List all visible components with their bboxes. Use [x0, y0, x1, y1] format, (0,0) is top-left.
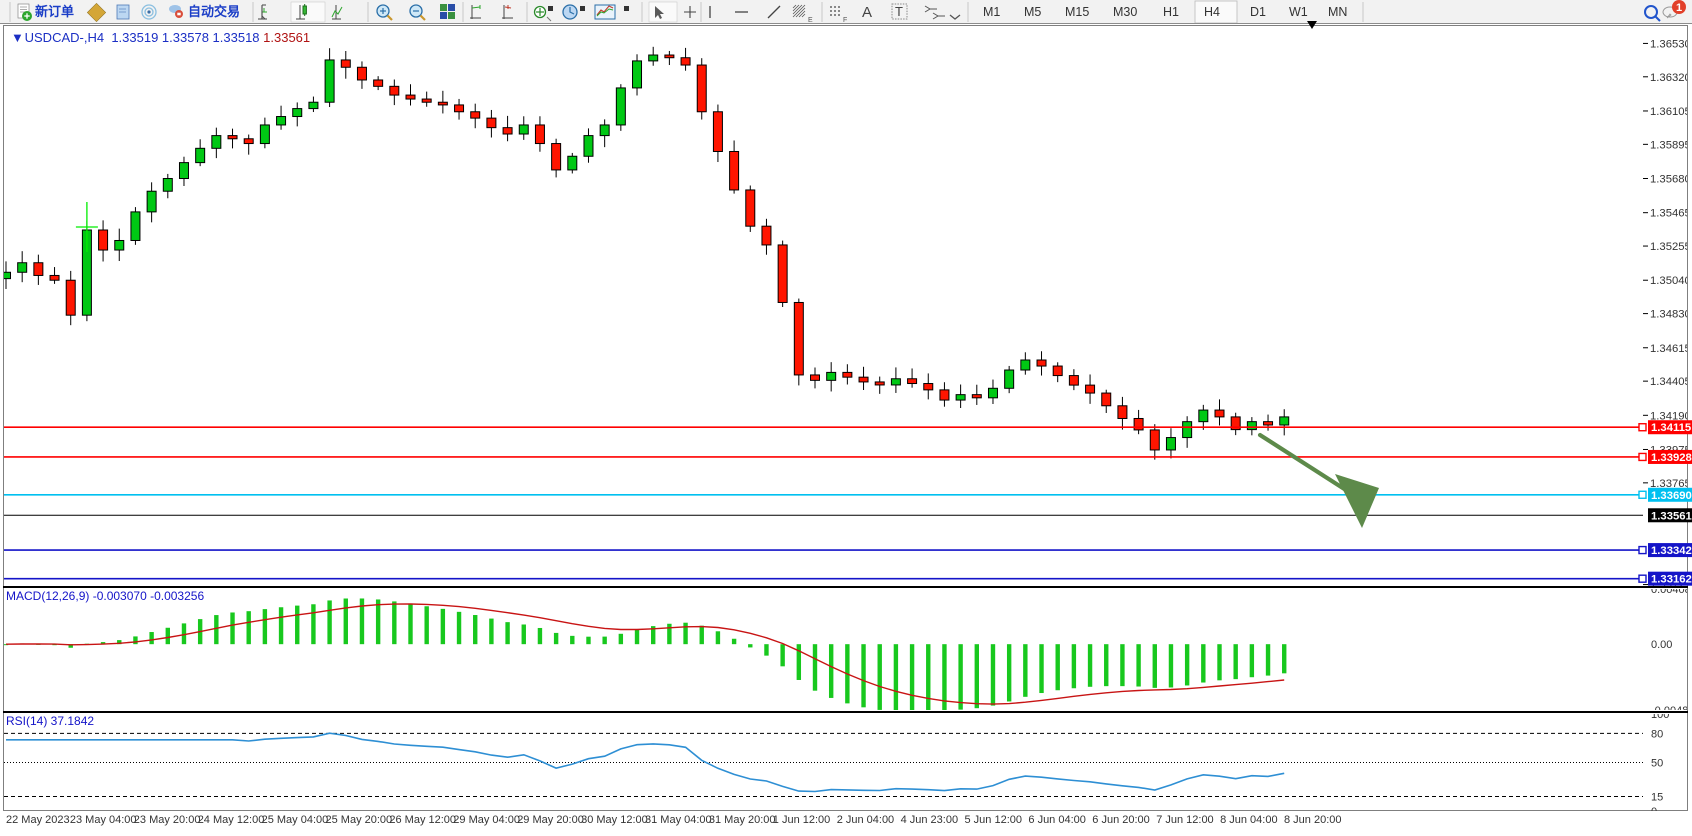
svg-text:1: 1 — [1676, 2, 1682, 14]
svg-text:M15: M15 — [1065, 5, 1089, 19]
svg-text:8 Jun 20:00: 8 Jun 20:00 — [1284, 814, 1342, 826]
svg-text:0: 0 — [1651, 806, 1657, 811]
svg-text:7 Jun 12:00: 7 Jun 12:00 — [1156, 814, 1214, 826]
svg-text:新订单: 新订单 — [35, 4, 74, 19]
svg-text:8 Jun 04:00: 8 Jun 04:00 — [1220, 814, 1278, 826]
svg-text:MN: MN — [1328, 5, 1347, 19]
svg-text:23 May 04:00: 23 May 04:00 — [70, 814, 137, 826]
svg-text:RSI(14) 37.1842: RSI(14) 37.1842 — [6, 714, 94, 728]
svg-text:1.33561: 1.33561 — [1651, 510, 1692, 522]
svg-text:-0.004872: -0.004872 — [1651, 705, 1687, 710]
svg-text:25 May 04:00: 25 May 04:00 — [262, 814, 329, 826]
svg-text:自动交易: 自动交易 — [188, 4, 240, 19]
svg-text:6 Jun 20:00: 6 Jun 20:00 — [1092, 814, 1150, 826]
svg-text:15: 15 — [1651, 791, 1663, 803]
svg-text:30 May 12:00: 30 May 12:00 — [581, 814, 648, 826]
svg-text:M30: M30 — [1113, 5, 1137, 19]
svg-text:0.004084: 0.004084 — [1651, 589, 1687, 596]
svg-text:4 Jun 23:00: 4 Jun 23:00 — [901, 814, 959, 826]
svg-text:100: 100 — [1651, 714, 1669, 721]
svg-text:1.33928: 1.33928 — [1651, 452, 1692, 464]
svg-text:24 May 12:00: 24 May 12:00 — [198, 814, 265, 826]
svg-text:29 May 04:00: 29 May 04:00 — [453, 814, 520, 826]
svg-text:1.33162: 1.33162 — [1651, 574, 1692, 586]
svg-text:M5: M5 — [1024, 5, 1041, 19]
svg-text:1.33690: 1.33690 — [1651, 490, 1692, 502]
svg-text:29 May 20:00: 29 May 20:00 — [517, 814, 584, 826]
svg-text:1 Jun 12:00: 1 Jun 12:00 — [773, 814, 831, 826]
svg-text:50: 50 — [1651, 758, 1663, 770]
svg-text:2 Jun 04:00: 2 Jun 04:00 — [837, 814, 895, 826]
svg-text:W1: W1 — [1289, 5, 1308, 19]
svg-text:T: T — [895, 4, 903, 19]
svg-text:23 May 20:00: 23 May 20:00 — [134, 814, 201, 826]
svg-text:MACD(12,26,9) -0.003070 -0.003: MACD(12,26,9) -0.003070 -0.003256 — [6, 589, 204, 603]
svg-text:25 May 20:00: 25 May 20:00 — [326, 814, 393, 826]
svg-text:1.33342: 1.33342 — [1651, 545, 1692, 557]
svg-text:0.00: 0.00 — [1651, 639, 1672, 651]
svg-text:D1: D1 — [1250, 5, 1266, 19]
svg-text:1.34115: 1.34115 — [1651, 422, 1691, 434]
svg-text:A: A — [862, 4, 872, 21]
svg-text:H1: H1 — [1163, 5, 1179, 19]
svg-text:22 May 2023: 22 May 2023 — [6, 814, 70, 826]
svg-text:26 May 12:00: 26 May 12:00 — [389, 814, 456, 826]
svg-text:H4: H4 — [1204, 5, 1220, 19]
svg-text:80: 80 — [1651, 728, 1663, 740]
svg-text:6 Jun 04:00: 6 Jun 04:00 — [1028, 814, 1086, 826]
svg-text:31 May 04:00: 31 May 04:00 — [645, 814, 712, 826]
svg-text:M1: M1 — [983, 5, 1000, 19]
svg-text:31 May 20:00: 31 May 20:00 — [709, 814, 776, 826]
svg-text:5 Jun 12:00: 5 Jun 12:00 — [965, 814, 1023, 826]
